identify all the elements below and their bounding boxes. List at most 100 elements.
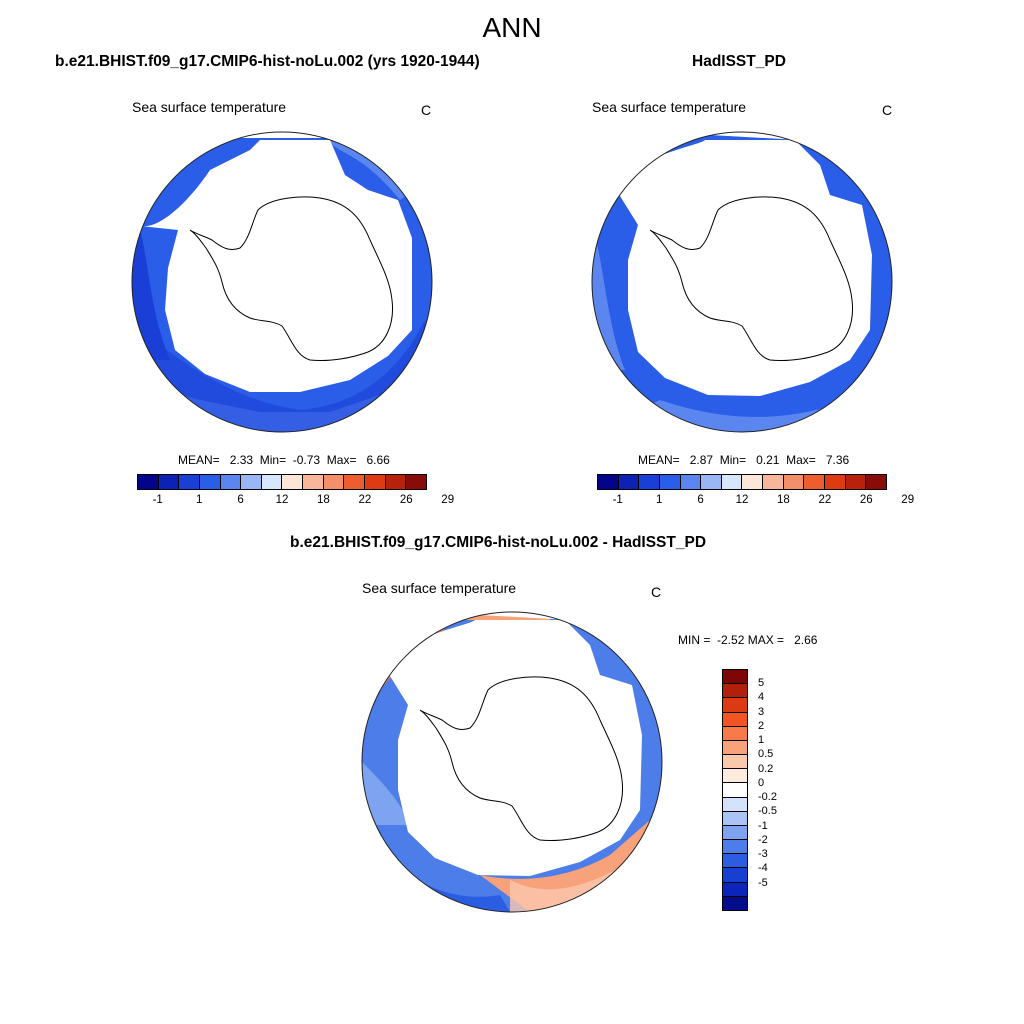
colorbar-tick-label: -1	[758, 819, 768, 832]
colorbar-swatch	[199, 475, 221, 489]
colorbar-swatch	[241, 475, 262, 489]
colorbar-tick-label: 1	[758, 734, 765, 747]
colorbar-swatch	[804, 475, 826, 489]
panel-1-colorbar-ticks: -1 1 6 12 18 22 26 29	[137, 494, 455, 508]
colorbar-tick-label: -1	[152, 494, 163, 506]
panel-2-min-value: 0.21	[756, 453, 780, 467]
panel-2-max-value: 7.36	[825, 453, 850, 467]
colorbar-swatch	[723, 740, 747, 756]
colorbar-swatch	[701, 475, 722, 489]
panel-1-map	[131, 131, 433, 433]
panel-2-colorbar-ticks: -1 1 6 12 18 22 26 29	[597, 494, 915, 508]
colorbar-swatch	[866, 475, 886, 489]
colorbar-swatch	[639, 475, 660, 489]
colorbar-tick-label: 1	[655, 494, 663, 506]
colorbar-swatch	[723, 684, 747, 699]
colorbar-swatch	[138, 475, 159, 489]
figure-title: ANN	[482, 12, 542, 43]
colorbar-tick-label: 29	[441, 494, 455, 506]
colorbar-swatch	[282, 475, 304, 489]
colorbar-tick-label: 12	[735, 494, 749, 506]
colorbar-swatch	[365, 475, 386, 489]
panel-1-variable-label: Sea surface temperature	[132, 99, 287, 115]
panel-3-variable-label: Sea surface temperature	[362, 580, 517, 596]
colorbar-tick-label: 18	[777, 494, 790, 506]
colorbar-tick-label: 12	[275, 494, 289, 506]
colorbar-tick-label: -0.5	[758, 805, 777, 818]
colorbar-swatch	[723, 783, 747, 798]
panel-2-min-label: Min=	[719, 453, 747, 467]
colorbar-swatch	[385, 475, 407, 489]
colorbar-swatch	[680, 475, 702, 489]
panel-1-mean-value: 2.33	[229, 453, 254, 467]
colorbar-tick-label: -0.2	[758, 791, 777, 804]
colorbar-tick-label: -1	[612, 494, 623, 506]
panel-1-min-value: -0.73	[292, 453, 321, 467]
colorbar-tick-label: 4	[758, 691, 765, 704]
panel-1-min-label: Min=	[259, 453, 287, 467]
colorbar-swatch	[845, 475, 867, 489]
panel-3-units: C	[651, 584, 662, 600]
colorbar-swatch	[723, 712, 747, 727]
colorbar-swatch	[723, 698, 747, 713]
colorbar-tick-label: 6	[237, 494, 244, 506]
colorbar-swatch	[323, 475, 345, 489]
colorbar-tick-label: -3	[758, 848, 768, 861]
colorbar-tick-label: -5	[758, 876, 768, 889]
panel-1-max-value: 6.66	[366, 453, 390, 467]
colorbar-tick-label: 26	[399, 494, 413, 506]
colorbar-swatch	[261, 475, 283, 489]
colorbar-swatch	[723, 769, 747, 784]
colorbar-swatch	[723, 882, 747, 897]
panel-3-title: b.e21.BHIST.f09_g17.CMIP6-hist-noLu.002 …	[290, 534, 707, 551]
panel-2-units: C	[882, 102, 893, 118]
colorbar-swatch	[659, 475, 681, 489]
panel-1-units: C	[421, 102, 432, 118]
panel-2-map	[591, 131, 893, 433]
colorbar-swatch	[303, 475, 324, 489]
panel-1-stats: MEAN= 2.33 Min= -0.73 Max= 6.66	[178, 453, 390, 467]
colorbar-swatch	[723, 797, 747, 812]
colorbar-tick-label: 18	[317, 494, 330, 506]
colorbar-tick-label: 5	[758, 677, 765, 690]
colorbar-swatch	[723, 825, 747, 841]
colorbar-tick-label: 0	[758, 776, 765, 789]
colorbar-swatch	[723, 726, 747, 741]
colorbar-swatch	[179, 475, 200, 489]
panel-2-mean-label: MEAN=	[638, 453, 680, 467]
panel-3-stats: MIN = -2.52 MAX = 2.66	[678, 633, 817, 647]
panel-3-colorbar-ticks: 5 4 3 2 1 0.5 0.2 0 -0.2 -0.5 -1 -2 -3 -4 -5	[758, 669, 798, 909]
colorbar-swatch	[344, 475, 366, 489]
colorbar-swatch	[723, 840, 747, 855]
colorbar-tick-label: 22	[358, 494, 372, 506]
colorbar-tick-label: 3	[758, 705, 765, 718]
panel-2-variable-label: Sea surface temperature	[592, 99, 747, 115]
colorbar-swatch	[723, 854, 747, 869]
panel-1-mean-label: MEAN=	[178, 453, 220, 467]
panel-1-title: b.e21.BHIST.f09_g17.CMIP6-hist-noLu.002 …	[55, 53, 480, 70]
panel-1-max-label: Max=	[326, 453, 357, 467]
colorbar-swatch	[723, 670, 747, 685]
panel-3-colorbar	[722, 669, 748, 911]
colorbar-swatch	[723, 755, 747, 770]
panel-3-max-label: MAX =	[747, 633, 785, 647]
colorbar-swatch	[742, 475, 764, 489]
panel-3-max-value: 2.66	[794, 633, 818, 647]
colorbar-swatch	[723, 868, 747, 883]
colorbar-tick-label: 0.5	[758, 748, 774, 761]
colorbar-tick-label: 22	[818, 494, 832, 506]
panel-2-mean-value: 2.87	[689, 453, 714, 467]
colorbar-swatch	[723, 896, 747, 910]
panel-2-max-label: Max=	[786, 453, 816, 467]
colorbar-swatch	[406, 475, 426, 489]
panel-3-min-label: MIN =	[678, 633, 711, 647]
panel-2-colorbar	[597, 474, 887, 490]
colorbar-tick-label: -4	[758, 862, 768, 875]
colorbar-swatch	[598, 475, 619, 489]
panel-3-map	[361, 611, 663, 913]
panel-3-min-value: -2.52	[717, 633, 745, 647]
colorbar-tick-label: -2	[758, 833, 768, 846]
colorbar-tick-label: 29	[901, 494, 915, 506]
colorbar-tick-label: 26	[859, 494, 873, 506]
colorbar-swatch	[220, 475, 242, 489]
